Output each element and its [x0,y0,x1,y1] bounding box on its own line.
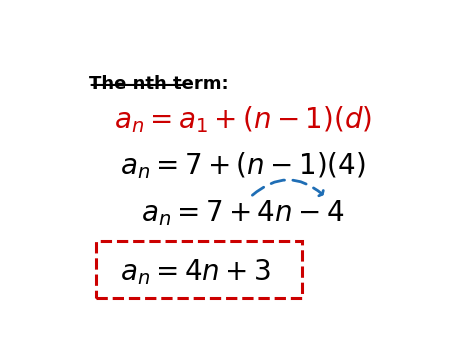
Text: $a_n = 4n + 3$: $a_n = 4n + 3$ [119,257,271,287]
Text: $a_n = 7 + (n-1)(4)$: $a_n = 7 + (n-1)(4)$ [120,150,366,181]
Text: The nth term:: The nth term: [89,75,228,93]
Bar [96,241,301,298]
Text: $a_n = 7 + 4n - 4$: $a_n = 7 + 4n - 4$ [141,198,345,228]
Text: $a_n = a_1 + (n-1)(d)$: $a_n = a_1 + (n-1)(d)$ [114,104,372,135]
